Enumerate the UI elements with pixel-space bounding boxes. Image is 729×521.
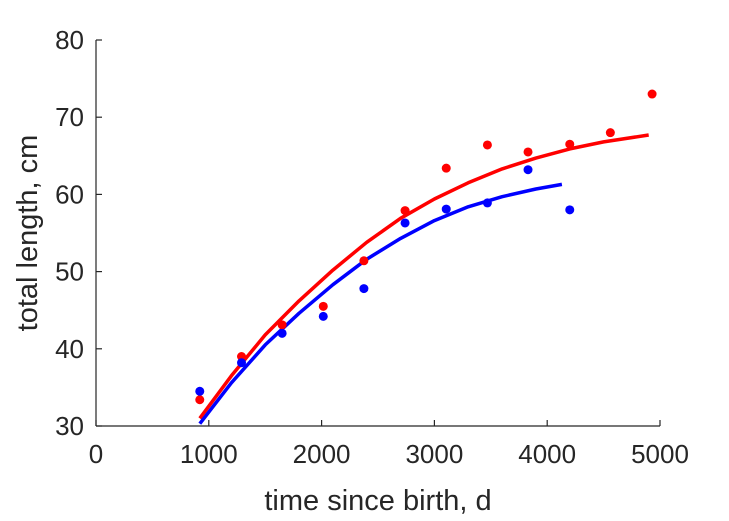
data-point-series-2 <box>400 218 410 228</box>
x-tick-label: 0 <box>89 439 103 469</box>
x-tick-label: 4000 <box>518 439 576 469</box>
data-point-series-2 <box>565 205 575 215</box>
x-tick-label: 1000 <box>180 439 238 469</box>
x-axis-label: time since birth, d <box>264 485 491 517</box>
x-axis-ticks: 0 1000 2000 3000 4000 5000 <box>89 420 689 469</box>
data-point-series-1 <box>605 128 615 138</box>
data-point-series-1 <box>195 395 205 405</box>
y-tick-label: 80 <box>55 25 84 55</box>
y-axis-label: total length, cm <box>12 135 44 332</box>
data-point-series-1 <box>523 147 533 157</box>
y-tick-label: 50 <box>55 257 84 287</box>
y-tick-label: 60 <box>55 179 84 209</box>
x-tick-label: 2000 <box>293 439 351 469</box>
data-point-series-2 <box>441 204 451 214</box>
data-point-series-2 <box>195 386 205 396</box>
y-tick-label: 70 <box>55 102 84 132</box>
data-point-series-1 <box>647 89 657 99</box>
y-axis-ticks: 30 40 50 60 70 80 <box>55 25 102 441</box>
data-point-series-2 <box>482 198 492 208</box>
y-tick-label: 30 <box>55 411 84 441</box>
x-tick-label: 5000 <box>631 439 689 469</box>
data-point-series-2 <box>277 328 287 338</box>
data-point-series-1 <box>482 140 492 150</box>
data-points <box>195 89 657 405</box>
data-point-series-1 <box>359 256 369 266</box>
data-point-series-2 <box>318 311 328 321</box>
fit-curves <box>198 133 649 425</box>
data-point-series-1 <box>277 320 287 330</box>
data-point-series-1 <box>565 139 575 149</box>
fit-curve-2 <box>198 182 563 425</box>
fit-curve-1 <box>198 133 649 420</box>
x-tick-label: 3000 <box>405 439 463 469</box>
data-point-series-1 <box>237 352 247 362</box>
data-point-series-1 <box>318 301 328 311</box>
data-point-series-2 <box>359 284 369 294</box>
data-point-series-1 <box>441 163 451 173</box>
data-point-series-2 <box>237 358 247 368</box>
data-point-series-1 <box>400 206 410 216</box>
y-tick-label: 40 <box>55 334 84 364</box>
data-point-series-2 <box>523 165 533 175</box>
